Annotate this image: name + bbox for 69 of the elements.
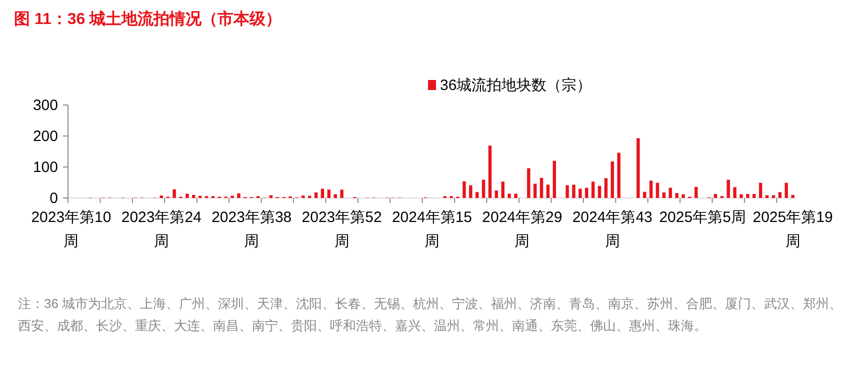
bar [752,194,756,198]
bar [694,186,698,198]
bar [192,194,196,198]
x-tick-label: 2023年第24周 [121,209,202,250]
bar [327,190,331,198]
x-tick-label: 2024年第43周 [572,209,652,250]
bar [649,180,653,198]
bar [488,146,492,198]
y-tick-label: 300 [32,97,58,114]
y-tick-label: 0 [50,190,58,207]
bar [610,161,614,198]
bar [765,195,769,198]
bar [733,187,736,198]
bar [314,192,318,198]
bar [772,195,776,198]
x-tick-label: 2023年第10周 [31,209,112,250]
bar [791,194,794,198]
bar [469,185,472,198]
bar [778,192,782,198]
bar [617,152,620,198]
bar [675,193,678,198]
text: 注：36 城市为北京、上海、广州、深圳、天津、沈阳、长春、无锡、杭州、宁波、福州、济南、青岛、南京、苏州、合肥、厦门、武汉、郑州、西安、成都、长沙、重庆、大连、南昌、南宁、贵阳、呼和浩特、嘉兴、温州、常州、南通、东莞、佛山、惠州、珠海。 [18,296,842,333]
bar [642,192,646,198]
bar [320,188,324,198]
bar [578,188,582,198]
bar [475,192,479,198]
bar [494,190,498,198]
bar [527,168,530,198]
bar [758,182,762,198]
chart-title: 图 11：36 城土地流拍情况（市本级） [14,9,282,28]
bar [740,194,743,198]
x-tick-label: 2025年第19周 [752,209,833,250]
x-tick-label: 2024年第15周 [392,209,472,250]
bar [462,181,466,198]
bar [540,178,544,198]
bar [636,138,640,198]
bar [340,190,344,198]
bar [746,194,750,198]
bar [714,194,718,198]
y-tick-label: 100 [32,159,58,176]
bar [501,182,504,198]
x-tick-label: 2023年第52周 [302,209,382,250]
bar [784,182,788,198]
bar [552,160,556,198]
bar [572,184,576,198]
bar [514,194,518,198]
bar [585,188,588,198]
x-tick-label: 2023年第38周 [212,209,292,250]
bar [682,194,685,198]
bar [186,194,189,198]
bar [668,188,672,198]
bar [482,180,486,198]
bar [533,184,537,198]
bar [237,193,240,198]
bar [598,186,602,198]
x-tick-label: 2025年第5周 [659,209,746,226]
bar [172,189,176,198]
bar [566,185,569,198]
bar [662,192,666,198]
bar [546,184,550,198]
y-tick-label: 200 [32,128,58,145]
bar [508,194,511,198]
legend-label: 36城流拍地块数（宗） [440,77,592,94]
bar [656,182,660,198]
x-tick-label: 2024年第29周 [482,209,562,250]
bar [604,178,608,198]
bar [269,195,273,198]
bar [726,180,730,198]
bar [591,182,595,198]
